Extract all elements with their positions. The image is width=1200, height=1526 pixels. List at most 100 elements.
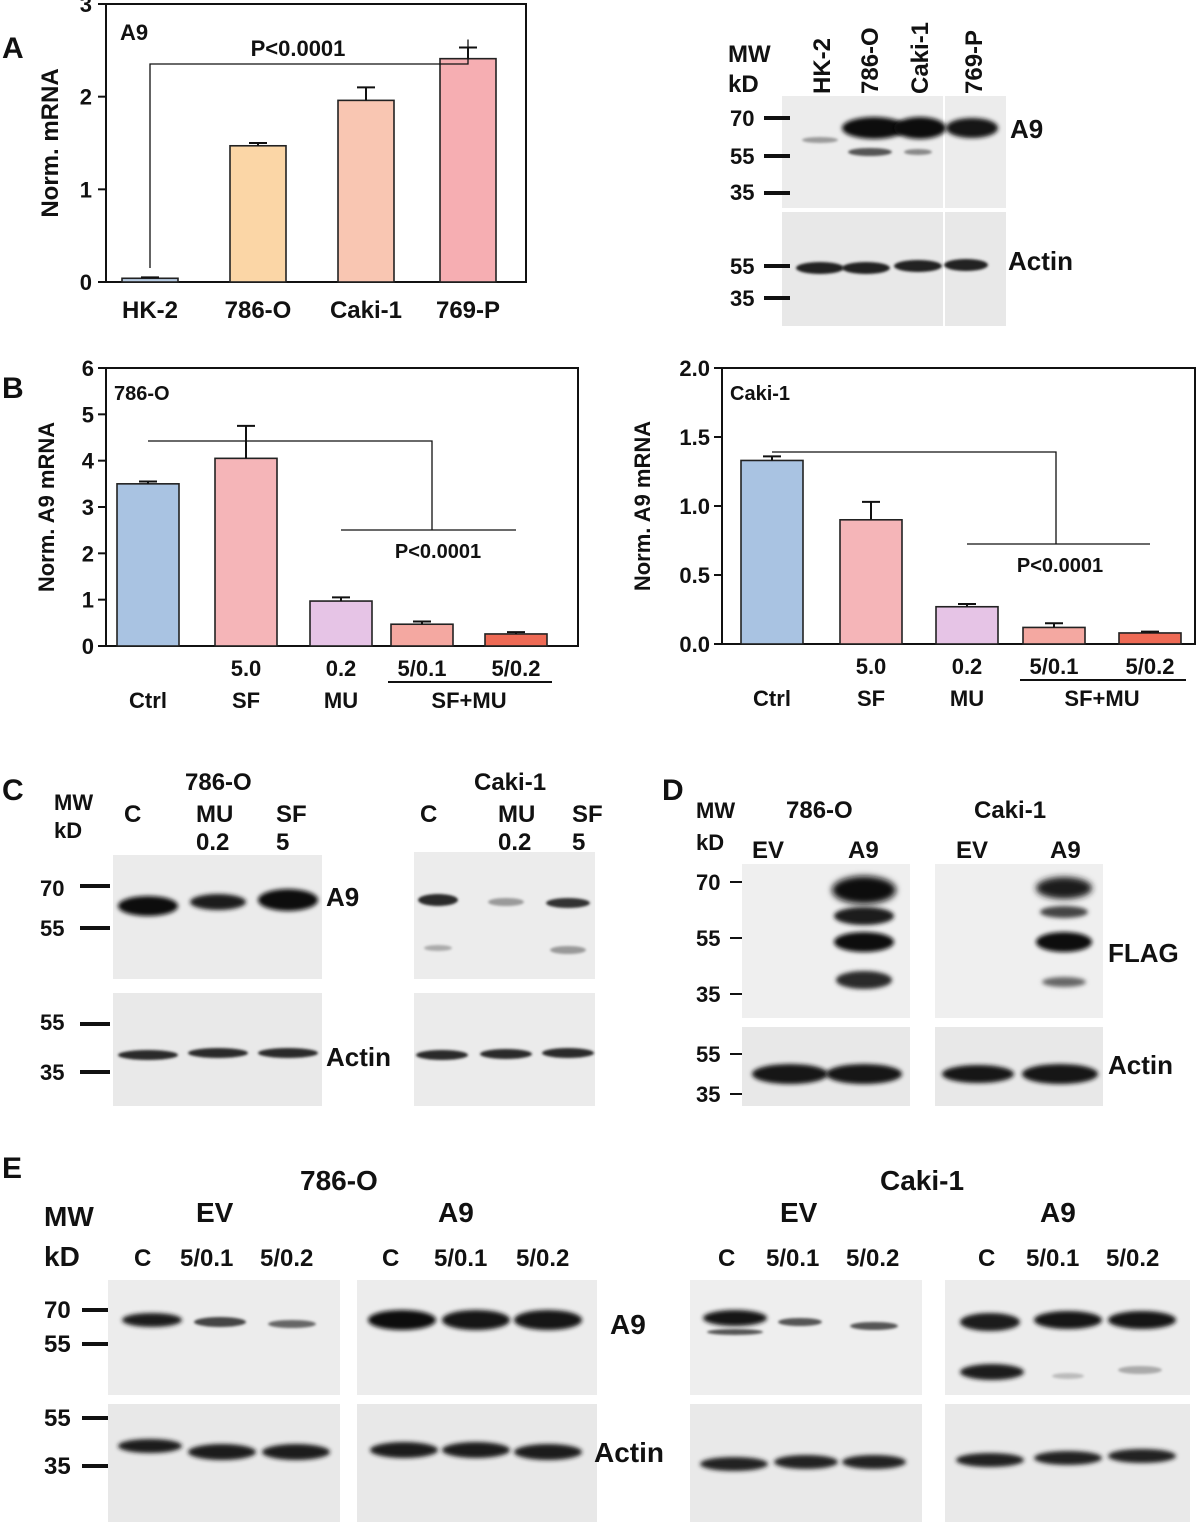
chartB2-dose-label: 5/0.1 (1030, 654, 1079, 679)
blot-e-bottom-1 (108, 1404, 340, 1522)
blot-e-label-a9: A9 (610, 1309, 646, 1340)
blot-e-title-786o: 786-O (300, 1165, 378, 1196)
blot-a-marker-35: 35 (730, 180, 754, 205)
blot-c-kd-label: kD (54, 818, 82, 843)
blot-c-title-caki1: Caki-1 (474, 769, 546, 796)
band (842, 117, 906, 139)
blot-e-group-ev-right: EV (780, 1197, 818, 1228)
chartB2-dose-label: 0.2 (952, 654, 983, 679)
panel-letter-e: E (2, 1152, 22, 1185)
chartB2-annotation: P<0.0001 (1017, 555, 1103, 577)
chartB2-dose-label: 5.0 (856, 654, 887, 679)
chartB2-ytick-label: 0.5 (679, 563, 710, 588)
blot-d-title-caki1: Caki-1 (974, 797, 1046, 824)
blot-e-lane-c-4: C (978, 1245, 995, 1272)
blot-e-lane-502-4: 5/0.2 (1106, 1245, 1159, 1272)
chartB1-ytick-label: 2 (82, 541, 94, 566)
blot-d-marker-55b: 55 (696, 1042, 720, 1067)
chart-b-786o: 0 1 2 3 4 5 6 Norm. A9 mRNA 786-O 5.0 0.2 5/0.1 5/0.… (34, 356, 579, 713)
chart-a-ytick-label: 2 (80, 85, 92, 110)
blot-e-lane-501-1: 5/0.1 (180, 1245, 233, 1272)
chartB2-bar (1022, 626, 1086, 645)
blot-c-lane-c-right: C (420, 801, 437, 828)
blot-e-lane-502-1: 5/0.2 (260, 1245, 313, 1272)
blot-e: 786-O Caki-1 MW kD EV A9 EV A9 C 5/0.1 5… (44, 1165, 1190, 1522)
blot-e-lane-c-2: C (382, 1245, 399, 1272)
blot-c: MW kD 786-O Caki-1 C MU 0.2 SF 5 C MU 0.… (40, 769, 603, 1106)
chartB2-bracket-top (772, 451, 1057, 544)
chartB2-ytick-label: 0.0 (679, 632, 710, 657)
blot-d-marker-35b: 35 (696, 1082, 720, 1107)
chart-a-annotation: P<0.0001 (251, 36, 346, 61)
chart-a-ytick-label: 3 (80, 0, 92, 17)
chart-a-frame (105, 3, 527, 283)
blot-e-mw-label: MW (44, 1201, 94, 1232)
chartB1-ytick-label: 3 (82, 495, 94, 520)
blot-d-lane-ev-left: EV (752, 837, 784, 864)
blot-d-label-actin: Actin (1108, 1050, 1173, 1080)
blot-c-label-a9: A9 (326, 882, 359, 912)
blot-e-marker-55: 55 (44, 1331, 71, 1358)
chartB2-group-ctrl: Ctrl (753, 686, 791, 711)
chart-a-ytick-label: 0 (80, 270, 92, 295)
chartB1-dose-label: 5/0.2 (492, 656, 541, 681)
blot-e-marker-35b: 35 (44, 1453, 71, 1480)
chartB1-group-sfmu: SF+MU (431, 688, 506, 713)
blot-c-title-786o: 786-O (185, 769, 252, 796)
chart-a-ylabel: Norm. mRNA (37, 68, 64, 217)
chartB2-bar (1118, 632, 1182, 645)
chartB1-dose-label: 0.2 (326, 656, 357, 681)
chartB2-title: Caki-1 (730, 383, 790, 405)
panel-letter-a: A (2, 32, 24, 65)
blot-c-lane-sf-left: SF (276, 801, 307, 828)
blot-a-lane-hk2: HK-2 (809, 38, 836, 94)
blot-a-top-membrane (782, 96, 1006, 208)
blot-d-marker-55: 55 (696, 926, 720, 951)
blot-e-marker-55b: 55 (44, 1405, 71, 1432)
blot-a-label-actin: Actin (1008, 246, 1073, 276)
blot-a-lane-786o: 786-O (857, 27, 884, 94)
chartB2-ytick-label: 1.5 (679, 425, 710, 450)
blot-c-lane-mu-left: MU (196, 801, 233, 828)
blot-e-title-caki1: Caki-1 (880, 1165, 964, 1196)
blot-c-marker-70: 70 (40, 876, 64, 901)
chartB2-bar (740, 459, 804, 645)
chart-a-bracket (149, 39, 469, 268)
blot-a: MW kD HK-2 786-O Caki-1 769-P 70 55 35 5… (728, 22, 1073, 326)
blot-e-lane-c-1: C (134, 1245, 151, 1272)
chart-a-mrna: 0 1 2 3 Norm. mRNA A9 HK-2 786-O Caki-1 769-P P<0.… (37, 0, 527, 324)
chartB1-ytick-label: 0 (82, 634, 94, 659)
blot-e-label-actin: Actin (594, 1437, 664, 1468)
chartB1-bar (116, 483, 180, 647)
blot-e-lane-502-3: 5/0.2 (846, 1245, 899, 1272)
chartB2-ytick-label: 1.0 (679, 494, 710, 519)
blot-e-group-a9-right: A9 (1040, 1197, 1076, 1228)
blot-e-lane-c-3: C (718, 1245, 735, 1272)
panel-letter-c: C (2, 774, 24, 807)
chartB1-dose-label: 5.0 (231, 656, 262, 681)
chartB2-group-mu: MU (950, 686, 984, 711)
blot-d-kd-label: kD (696, 830, 724, 855)
band (946, 118, 998, 138)
blot-e-top-2 (357, 1280, 597, 1395)
blot-a-mw-label: MW (728, 41, 771, 68)
chartB1-ytick-label: 5 (82, 402, 94, 427)
blot-a-marker-35b: 35 (730, 286, 754, 311)
blot-d-mw-label: MW (696, 798, 735, 823)
blot-c-top-left (113, 855, 322, 979)
chartB1-group-sf: SF (232, 688, 260, 713)
chartB2-bar (935, 605, 999, 645)
chart-a-bar (121, 277, 179, 283)
blot-c-lane-mudose-right: 0.2 (498, 829, 531, 856)
blot-d-lane-ev-right: EV (956, 837, 988, 864)
chart-a-xtick-label: HK-2 (122, 297, 178, 324)
chartB1-annotation: P<0.0001 (395, 541, 481, 563)
chart-a-xtick-label: 786-O (225, 297, 292, 324)
blot-a-kd-label: kD (728, 71, 759, 98)
chartB1-ytick-label: 6 (82, 356, 94, 381)
panel-letter-d: D (662, 774, 684, 807)
chart-a-bar (439, 57, 497, 283)
blot-e-lane-501-4: 5/0.1 (1026, 1245, 1079, 1272)
blot-c-lane-mu-right: MU (498, 801, 535, 828)
chartB1-group-mu: MU (324, 688, 358, 713)
